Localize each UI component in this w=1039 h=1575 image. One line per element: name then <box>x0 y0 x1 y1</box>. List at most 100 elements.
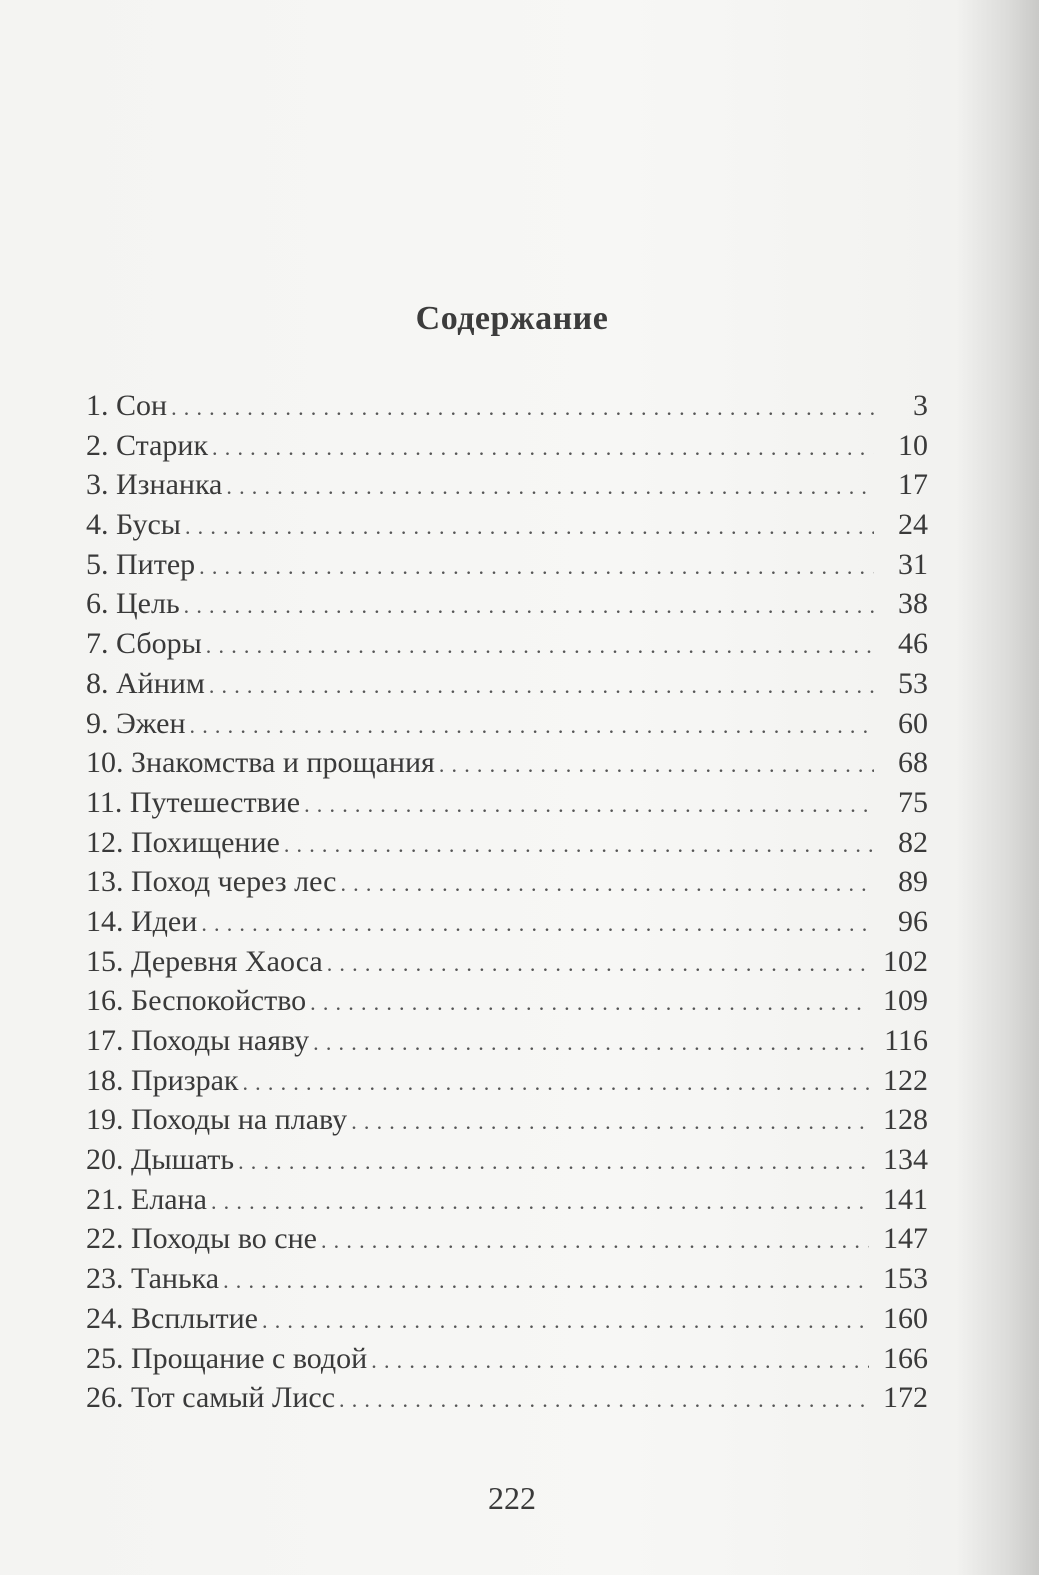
toc-entry: 20. Дышать..............................… <box>86 1140 928 1180</box>
toc-entry: 14. Идеи................................… <box>86 902 928 942</box>
toc-entry-title: 22. Походы во сне <box>86 1222 317 1256</box>
toc-entry-title: 8. Айним <box>86 666 205 700</box>
toc-entry-page: 68 <box>898 746 928 780</box>
toc-entry-page: 82 <box>898 825 928 859</box>
toc-entry: 11. Путешествие.........................… <box>86 783 928 823</box>
toc-entry-page: 134 <box>883 1143 928 1177</box>
dot-leader: ........................................… <box>183 593 874 619</box>
toc-entry-page: 166 <box>883 1341 928 1375</box>
table-of-contents: 1. Сон..................................… <box>86 386 928 1418</box>
page-number: 222 <box>488 1480 536 1516</box>
toc-entry: 24. Всплытие............................… <box>86 1299 928 1339</box>
toc-entry: 2. Старик...............................… <box>86 426 928 466</box>
toc-entry: 22. Походы во сне.......................… <box>86 1219 928 1259</box>
dot-leader: ........................................… <box>339 1387 869 1413</box>
toc-entry-page: 122 <box>883 1063 928 1097</box>
toc-entry-title: 10. Знакомства и прощания <box>86 746 435 780</box>
toc-entry-title: 2. Старик <box>86 428 209 462</box>
dot-leader: ........................................… <box>189 712 874 738</box>
toc-entry: 23. Танька..............................… <box>86 1259 928 1299</box>
dot-leader: ........................................… <box>351 1109 869 1135</box>
dot-leader: ........................................… <box>242 1069 869 1095</box>
toc-entry-title: 15. Деревня Хаоса <box>86 944 323 978</box>
toc-entry: 13. Поход через лес.....................… <box>86 862 928 902</box>
page-title: Содержание <box>415 300 609 337</box>
toc-entry-title: 1. Сон <box>86 389 168 422</box>
toc-entry-page: 60 <box>898 706 928 740</box>
toc-entry-title: 13. Поход через лес <box>86 865 337 899</box>
dot-leader: ........................................… <box>210 1188 869 1214</box>
toc-entry-page: 141 <box>883 1182 928 1216</box>
toc-entry: 9. Эжен.................................… <box>86 704 928 744</box>
toc-entry: 3. Изнанка..............................… <box>86 465 928 505</box>
toc-entry: 7. Сборы................................… <box>86 624 928 664</box>
toc-entry-title: 6. Цель <box>86 587 180 621</box>
toc-entry-title: 3. Изнанка <box>86 468 223 502</box>
toc-entry-page: 46 <box>898 627 928 661</box>
dot-leader: ........................................… <box>326 950 869 976</box>
dot-leader: ........................................… <box>212 434 874 460</box>
toc-entry-title: 26. Тот самый Лисс <box>86 1381 336 1415</box>
dot-leader: ........................................… <box>262 1307 869 1333</box>
toc-entry: 6. Цель.................................… <box>86 584 928 624</box>
dot-leader: ........................................… <box>438 752 874 778</box>
toc-entry-title: 19. Походы на плаву <box>86 1103 348 1137</box>
toc-entry-page: 75 <box>898 785 928 819</box>
toc-entry-title: 25. Прощание с водой <box>86 1341 368 1375</box>
toc-entry-page: 3 <box>913 389 928 422</box>
toc-entry-page: 153 <box>883 1262 928 1296</box>
toc-entry-page: 102 <box>883 944 928 978</box>
toc-entry-title: 9. Эжен <box>86 706 186 740</box>
toc-entry-page: 24 <box>898 508 928 542</box>
toc-entry-title: 4. Бусы <box>86 508 181 542</box>
toc-entry-title: 23. Танька <box>86 1262 220 1296</box>
toc-entry-title: 21. Елана <box>86 1182 207 1216</box>
toc-entry-title: 18. Призрак <box>86 1063 239 1097</box>
toc-entry-page: 38 <box>898 587 928 621</box>
dot-leader: ........................................… <box>223 1268 869 1294</box>
toc-entry-page: 31 <box>898 547 928 581</box>
toc-entry-page: 109 <box>883 984 928 1018</box>
toc-entry-title: 11. Путешествие <box>86 785 301 819</box>
toc-entry-page: 53 <box>898 666 928 700</box>
toc-entry-page: 17 <box>898 468 928 502</box>
toc-entry: 18. Призрак.............................… <box>86 1061 928 1101</box>
dot-leader: ........................................… <box>171 395 874 420</box>
toc-entry: 21. Елана...............................… <box>86 1180 928 1220</box>
dot-leader: ........................................… <box>199 553 874 579</box>
toc-entry: 5. Питер................................… <box>86 545 928 585</box>
toc-entry-title: 14. Идеи <box>86 904 198 938</box>
toc-entry-page: 172 <box>883 1381 928 1415</box>
dot-leader: ........................................… <box>238 1149 869 1175</box>
toc-entry-title: 5. Питер <box>86 547 196 581</box>
toc-entry: 4. Бусы.................................… <box>86 505 928 545</box>
toc-entry-page: 96 <box>898 904 928 938</box>
toc-entry: 10. Знакомства и прощания...............… <box>86 743 928 783</box>
toc-entry-title: 12. Похищение <box>86 825 280 859</box>
toc-entry-title: 17. Походы наяву <box>86 1024 310 1057</box>
toc-entry: 1. Сон..................................… <box>86 386 928 426</box>
toc-entry: 15. Деревня Хаоса.......................… <box>86 942 928 982</box>
dot-leader: ........................................… <box>283 831 874 857</box>
dot-leader: ........................................… <box>226 474 874 500</box>
toc-entry: 19. Походы на плаву.....................… <box>86 1100 928 1140</box>
toc-entry-page: 116 <box>884 1024 928 1057</box>
toc-entry: 16. Беспокойство........................… <box>86 981 928 1021</box>
toc-entry-page: 10 <box>898 428 928 462</box>
dot-leader: ........................................… <box>313 1030 870 1055</box>
dot-leader: ........................................… <box>208 672 874 698</box>
toc-entry: 8. Айним................................… <box>86 664 928 704</box>
toc-entry: 26. Тот самый Лисс......................… <box>86 1378 928 1418</box>
toc-entry-title: 24. Всплытие <box>86 1301 258 1335</box>
dot-leader: ........................................… <box>184 514 874 540</box>
toc-entry-title: 16. Беспокойство <box>86 984 307 1018</box>
toc-entry: 17. Походы наяву........................… <box>86 1021 928 1061</box>
toc-entry-page: 89 <box>898 865 928 899</box>
toc-entry-title: 20. Дышать <box>86 1143 235 1177</box>
dot-leader: ........................................… <box>371 1347 869 1373</box>
toc-entry-page: 160 <box>883 1301 928 1335</box>
dot-leader: ........................................… <box>340 871 874 897</box>
toc-entry: 25. Прощание с водой....................… <box>86 1339 928 1379</box>
toc-entry-page: 128 <box>883 1103 928 1137</box>
dot-leader: ........................................… <box>310 990 869 1016</box>
